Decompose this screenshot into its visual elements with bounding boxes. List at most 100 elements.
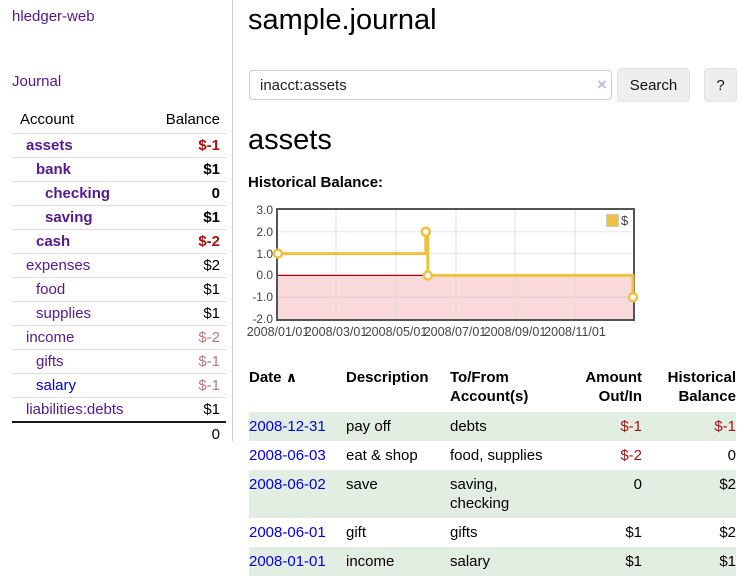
account-row: liabilities:debts $1 <box>12 397 226 422</box>
account-balance: $-2 <box>150 325 226 350</box>
chart-title: Historical Balance: <box>248 174 384 191</box>
brand-link[interactable]: hledger-web <box>12 8 95 25</box>
transaction-amount: $1 <box>625 524 642 541</box>
transaction-description: save <box>346 476 378 493</box>
transaction-date-link[interactable]: 2008-06-02 <box>249 476 326 493</box>
accounts-total-row: 0 <box>12 421 226 446</box>
account-column-header: Account <box>20 111 75 128</box>
transaction-balance: 0 <box>727 447 736 464</box>
account-link-liabilities-debts[interactable]: liabilities:debts <box>26 401 124 418</box>
y-tick: 1.0 <box>256 247 273 261</box>
transaction-date-link[interactable]: 2008-12-31 <box>249 418 326 435</box>
account-row: income $-2 <box>12 325 226 350</box>
transaction-accounts: debts <box>450 418 487 435</box>
account-link-supplies[interactable]: supplies <box>36 305 92 322</box>
transaction-row[interactable]: 2008-12-31 pay off debts $-1 $-1 <box>249 412 736 441</box>
account-row: assets $-1 <box>12 133 226 158</box>
account-row: bank $1 <box>12 157 226 182</box>
account-link-expenses[interactable]: expenses <box>26 257 91 274</box>
transaction-description: gift <box>346 524 367 541</box>
account-balance: $1 <box>150 157 226 182</box>
x-tick: 2008/11/01 <box>544 325 606 339</box>
account-link-gifts[interactable]: gifts <box>36 353 64 370</box>
transaction-date-link[interactable]: 2008-06-01 <box>249 524 326 541</box>
transaction-row[interactable]: 2008-06-03 eat & shop food, supplies $-2… <box>249 441 736 470</box>
accounts-header-line2: Account(s) <box>450 388 529 405</box>
search-input[interactable] <box>249 70 612 100</box>
transaction-amount: $1 <box>625 553 642 570</box>
account-balance: $1 <box>150 277 226 302</box>
transaction-balance: $2 <box>719 524 736 541</box>
x-tick: 2008/09/01 <box>483 325 547 339</box>
date-column-header[interactable]: Date ∧ <box>249 363 346 412</box>
accounts-table: Account Balance assets $-1 bank $1 check… <box>12 107 226 446</box>
accounts-column-header: To/From Account(s) <box>450 363 547 412</box>
balance-chart[interactable] <box>272 208 639 321</box>
x-tick: 2008/07/01 <box>423 325 487 339</box>
account-row: cash $-2 <box>12 229 226 254</box>
account-link-food[interactable]: food <box>36 281 66 298</box>
transaction-description: income <box>346 553 395 570</box>
x-tick: 2008/01/01 <box>246 325 310 339</box>
balance-column-header: Balance <box>165 111 220 128</box>
transaction-balance: $2 <box>719 476 736 493</box>
search-button[interactable]: Search <box>617 68 690 102</box>
description-column-header: Description <box>346 369 429 386</box>
help-button[interactable]: ? <box>704 68 737 102</box>
account-link-income[interactable]: income <box>26 329 75 346</box>
amount-header-line1: Amount <box>585 369 642 386</box>
accounts-header-line1: To/From <box>450 369 509 386</box>
amount-header-line2: Out/In <box>598 388 642 405</box>
chart-legend: $ <box>606 213 628 228</box>
transaction-row[interactable]: 2008-06-01 gift gifts $1 $2 <box>249 518 736 547</box>
amount-column-header: Amount Out/In <box>547 363 642 412</box>
legend-color-swatch <box>606 214 619 227</box>
transaction-description: pay off <box>346 418 391 435</box>
transaction-date-link[interactable]: 2008-06-03 <box>249 447 326 464</box>
x-tick: 2008/05/01 <box>364 325 428 339</box>
journal-link[interactable]: Journal <box>12 73 62 90</box>
transaction-accounts: salary <box>450 553 491 570</box>
account-link-salary[interactable]: salary <box>36 377 77 394</box>
y-tick: -1.0 <box>252 290 273 304</box>
balance-header-line2: Balance <box>678 388 736 405</box>
account-balance: $1 <box>150 301 226 326</box>
transaction-description: eat & shop <box>346 447 418 464</box>
account-link-bank[interactable]: bank <box>36 161 72 178</box>
accounts-header-row: Account Balance <box>12 107 226 134</box>
y-tick: -2.0 <box>252 312 273 326</box>
account-link-checking[interactable]: checking <box>45 185 111 202</box>
x-tick: 2008/03/01 <box>304 325 368 339</box>
app-brand: hledger-web <box>12 8 226 26</box>
account-row: gifts $-1 <box>12 349 226 374</box>
account-balance: $-2 <box>150 229 226 254</box>
transaction-accounts: saving, checking <box>450 476 510 512</box>
transaction-amount: 0 <box>633 476 642 493</box>
page-title: sample.journal <box>248 4 437 36</box>
account-row: supplies $1 <box>12 301 226 326</box>
y-tick: 0.0 <box>256 268 273 282</box>
transaction-date-link[interactable]: 2008-01-01 <box>249 553 326 570</box>
account-balance: $1 <box>150 205 226 230</box>
balance-header-line1: Historical <box>667 369 736 386</box>
y-tick: 3.0 <box>256 203 273 217</box>
sort-ascending-icon: ∧ <box>285 369 298 385</box>
account-row: checking 0 <box>12 181 226 206</box>
account-row: food $1 <box>12 277 226 302</box>
legend-label: $ <box>621 213 629 228</box>
account-balance: $2 <box>150 253 226 278</box>
nav-journal: Journal <box>12 73 226 91</box>
transaction-accounts: food, supplies <box>450 447 543 464</box>
transaction-row[interactable]: 2008-06-02 save saving, checking 0 $2 <box>249 470 736 518</box>
sidebar: hledger-web Journal Account Balance asse… <box>0 0 233 446</box>
account-link-saving[interactable]: saving <box>45 209 93 226</box>
account-balance: $-1 <box>150 373 226 398</box>
account-row: saving $1 <box>12 205 226 230</box>
transaction-row[interactable]: 2008-01-01 income salary $1 $1 <box>249 547 736 576</box>
account-balance: $-1 <box>150 349 226 374</box>
transaction-balance: $-1 <box>714 418 736 435</box>
account-link-assets[interactable]: assets <box>26 137 73 154</box>
clear-search-icon[interactable]: × <box>597 75 607 94</box>
account-link-cash[interactable]: cash <box>36 233 71 250</box>
accounts-total-value: 0 <box>150 421 226 446</box>
